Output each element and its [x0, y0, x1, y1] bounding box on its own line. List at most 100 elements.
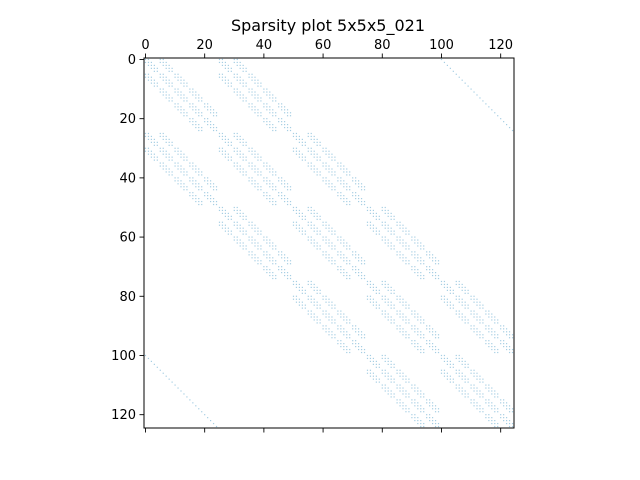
nonzero-point	[251, 183, 253, 185]
nonzero-point	[414, 269, 416, 271]
nonzero-point	[233, 150, 235, 152]
nonzero-point	[408, 263, 410, 265]
nonzero-point	[201, 112, 203, 114]
nonzero-point	[349, 186, 351, 188]
nonzero-point	[242, 85, 244, 87]
nonzero-point	[183, 100, 185, 102]
nonzero-point	[476, 313, 478, 315]
nonzero-point	[506, 328, 508, 330]
nonzero-point	[168, 144, 170, 146]
nonzero-point	[192, 121, 194, 123]
nonzero-point	[328, 260, 330, 262]
nonzero-point	[248, 147, 250, 149]
nonzero-point	[272, 260, 274, 262]
nonzero-point	[147, 132, 150, 135]
nonzero-point	[266, 106, 268, 108]
nonzero-point	[414, 402, 416, 404]
nonzero-point	[511, 422, 514, 425]
nonzero-point	[464, 381, 466, 383]
nonzero-point	[319, 319, 321, 321]
nonzero-point	[177, 168, 179, 170]
nonzero-point	[168, 82, 170, 84]
nonzero-point	[183, 97, 185, 99]
nonzero-point	[443, 283, 446, 286]
nonzero-point	[233, 236, 235, 238]
nonzero-point	[337, 313, 339, 315]
nonzero-point	[192, 94, 194, 96]
nonzero-point	[437, 274, 440, 277]
nonzero-point	[369, 375, 372, 377]
nonzero-point	[500, 340, 502, 342]
nonzero-point	[331, 316, 333, 318]
nonzero-point	[248, 88, 250, 90]
nonzero-point	[165, 138, 167, 140]
nonzero-point	[266, 180, 268, 182]
nonzero-point	[198, 124, 200, 126]
nonzero-point	[479, 316, 481, 318]
nonzero-point	[343, 195, 345, 197]
nonzero-point	[195, 183, 197, 185]
nonzero-point	[452, 304, 454, 306]
nonzero-point	[319, 230, 321, 232]
nonzero-point	[366, 221, 369, 223]
nonzero-point	[396, 384, 398, 386]
nonzero-point	[375, 292, 377, 294]
nonzero-point	[360, 257, 363, 259]
nonzero-point	[227, 156, 229, 158]
nonzero-point	[420, 422, 422, 425]
nonzero-point	[251, 91, 253, 93]
nonzero-point	[500, 325, 502, 327]
nonzero-point	[417, 272, 419, 274]
nonzero-point	[343, 245, 345, 247]
nonzero-point	[221, 224, 224, 226]
nonzero-point	[476, 372, 478, 374]
nonzero-point	[180, 79, 182, 81]
nonzero-point	[411, 325, 413, 327]
nonzero-point	[245, 233, 247, 235]
nonzero-point	[266, 242, 268, 244]
nonzero-point	[295, 280, 298, 283]
nonzero-point	[473, 331, 475, 333]
nonzero-point	[254, 230, 256, 232]
nonzero-point	[275, 174, 277, 176]
nonzero-point	[221, 147, 224, 149]
nonzero-point	[215, 115, 218, 117]
nonzero-point	[467, 366, 469, 368]
nonzero-point	[331, 183, 333, 185]
nonzero-point	[340, 254, 342, 256]
nonzero-point	[488, 417, 490, 419]
nonzero-point	[352, 328, 354, 330]
nonzero-point	[272, 200, 274, 203]
nonzero-point	[426, 266, 428, 268]
nonzero-point	[168, 174, 170, 176]
nonzero-point	[369, 209, 372, 212]
nonzero-point	[316, 218, 318, 220]
nonzero-point	[331, 331, 333, 333]
nonzero-point	[458, 387, 460, 389]
nonzero-point	[470, 402, 472, 404]
nonzero-point	[254, 180, 256, 182]
nonzero-point	[408, 245, 410, 247]
nonzero-point	[245, 218, 247, 220]
nonzero-point	[218, 221, 221, 223]
nonzero-point	[325, 239, 327, 241]
nonzero-point	[272, 183, 274, 185]
nonzero-point	[423, 322, 425, 324]
nonzero-point	[443, 372, 446, 374]
nonzero-point	[378, 292, 380, 294]
nonzero-point	[420, 316, 422, 318]
nonzero-point	[165, 82, 167, 84]
nonzero-point	[473, 384, 475, 386]
nonzero-point	[281, 251, 283, 253]
nonzero-point	[186, 82, 188, 84]
nonzero-point	[236, 212, 238, 214]
nonzero-point	[227, 67, 229, 69]
nonzero-point	[375, 227, 377, 229]
nonzero-point	[198, 183, 200, 185]
nonzero-point	[192, 91, 194, 93]
nonzero-point	[476, 328, 478, 330]
nonzero-point	[177, 94, 179, 96]
nonzero-point	[500, 402, 502, 404]
nonzero-point	[195, 121, 197, 123]
nonzero-point	[257, 153, 259, 155]
